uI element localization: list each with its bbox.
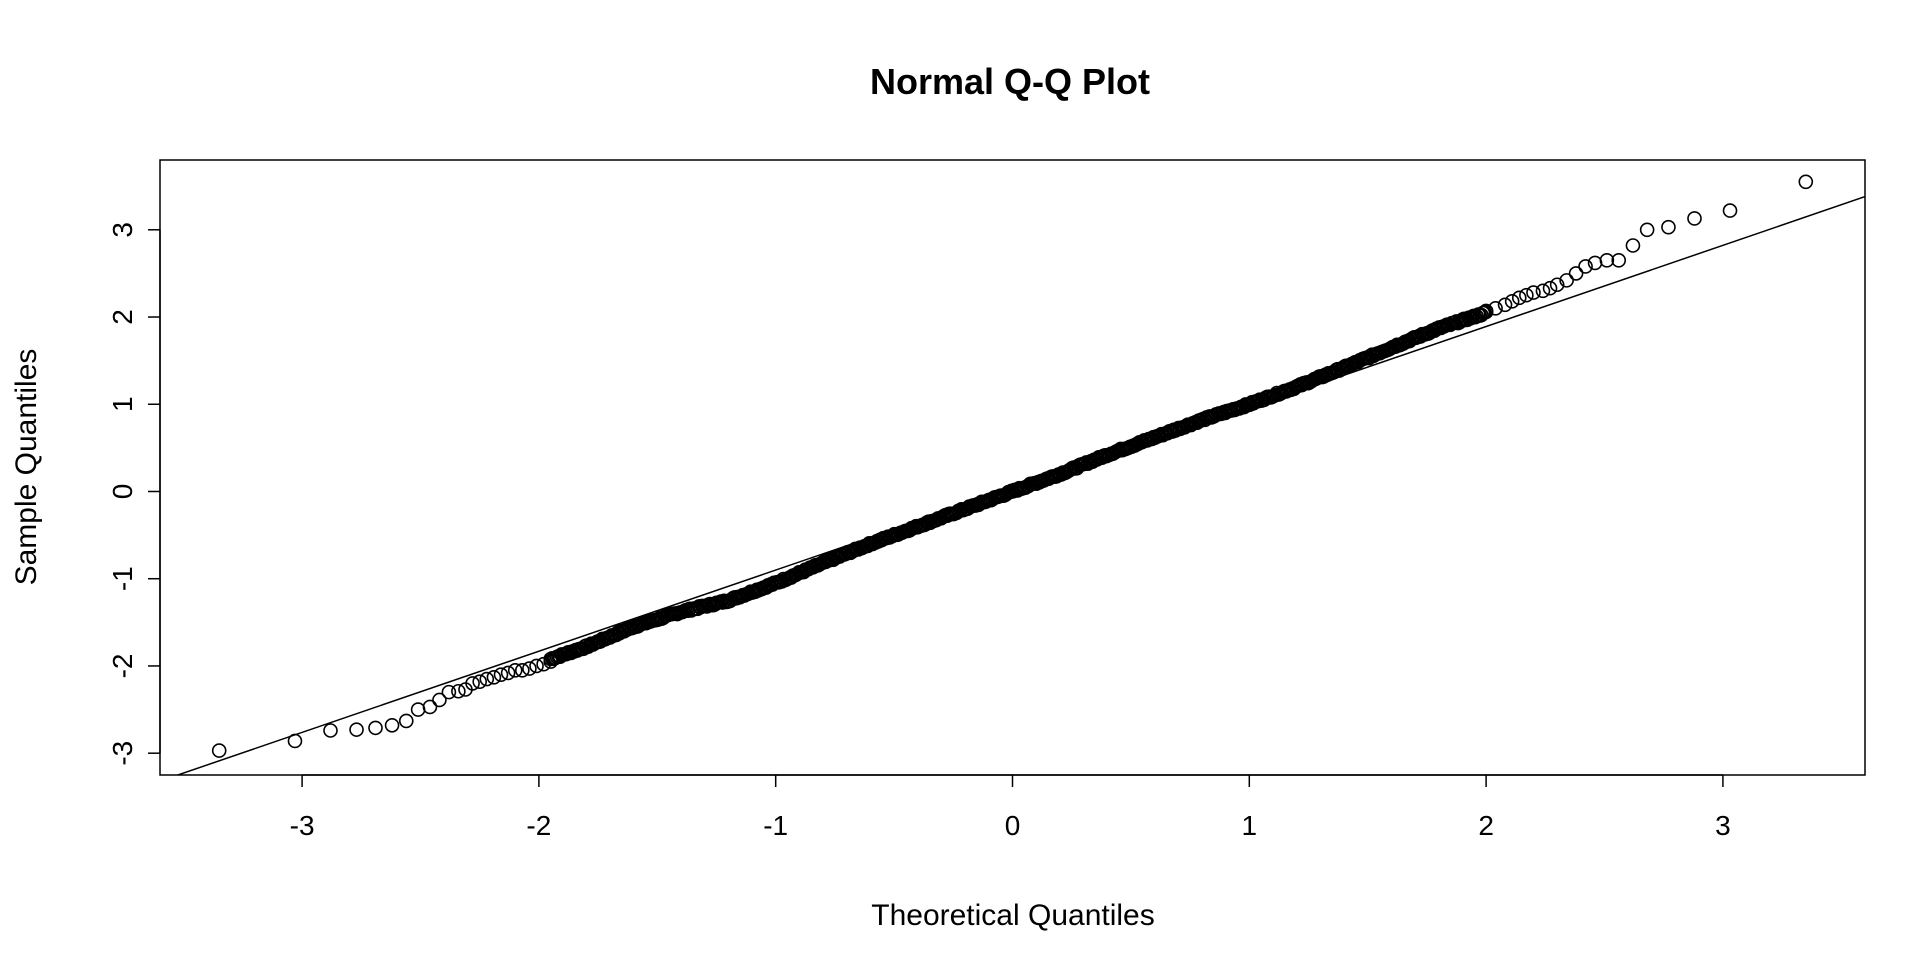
y-tick-label: 1 [107, 396, 138, 412]
x-tick-label: 3 [1715, 810, 1731, 841]
data-point [323, 723, 338, 738]
data-point [529, 658, 544, 674]
data-point [1526, 285, 1541, 300]
y-tick-label: -2 [107, 654, 138, 679]
data-point [211, 743, 227, 758]
data-point [1519, 287, 1534, 303]
data-point [1497, 297, 1513, 313]
data-point [384, 717, 400, 733]
data-point [451, 683, 466, 699]
data-point [1535, 283, 1551, 299]
data-point [422, 699, 438, 715]
data-point [486, 669, 502, 685]
data-point [1511, 290, 1527, 306]
data-point [465, 676, 480, 691]
x-tick-label: -2 [526, 810, 551, 841]
data-point [1542, 280, 1558, 296]
data-point [441, 684, 457, 700]
data-point [1798, 174, 1814, 190]
data-point [472, 674, 487, 689]
data-point [349, 722, 364, 737]
x-tick-label: 0 [1005, 810, 1021, 841]
data-points [211, 174, 1814, 758]
data-point [410, 702, 426, 717]
data-point [1625, 238, 1641, 253]
data-point [432, 692, 447, 708]
data-point [398, 713, 414, 729]
data-point [1578, 259, 1593, 274]
x-axis-label: Theoretical Quantiles [871, 899, 1154, 932]
data-point [1568, 266, 1584, 281]
data-point [493, 667, 509, 682]
data-point [1599, 253, 1615, 268]
data-point [1559, 273, 1574, 288]
y-tick-label: -1 [107, 566, 138, 591]
data-point [500, 665, 516, 681]
data-point [1661, 219, 1676, 235]
x-tick-label: -3 [290, 810, 315, 841]
data-point [522, 661, 537, 676]
y-axis-label: Sample Quantiles [10, 349, 43, 586]
data-point [287, 733, 303, 749]
data-point [479, 671, 495, 687]
y-tick-label: -3 [107, 741, 138, 766]
data-point [1687, 211, 1702, 226]
data-point [1549, 277, 1565, 293]
x-axis: -3 -2 -1 0 1 2 3 [290, 774, 1731, 841]
data-point [1478, 303, 1494, 319]
data-point [1504, 294, 1520, 309]
data-point [1639, 222, 1655, 238]
y-tick-label: 2 [107, 309, 138, 325]
data-point [1611, 253, 1627, 268]
y-tick-label: 0 [107, 484, 138, 500]
data-point [515, 663, 530, 678]
chart-title: Normal Q-Q Plot [870, 61, 1150, 102]
plot-frame [159, 159, 1866, 776]
data-point [1488, 300, 1503, 316]
data-point [507, 663, 523, 678]
x-tick-label: 1 [1242, 810, 1258, 841]
y-axis: -3 -2 -1 0 1 2 3 [107, 222, 161, 766]
x-tick-label: 2 [1478, 810, 1494, 841]
data-point [368, 720, 383, 736]
data-point [1722, 203, 1738, 218]
x-tick-label: -1 [763, 810, 788, 841]
y-tick-label: 3 [107, 222, 138, 238]
